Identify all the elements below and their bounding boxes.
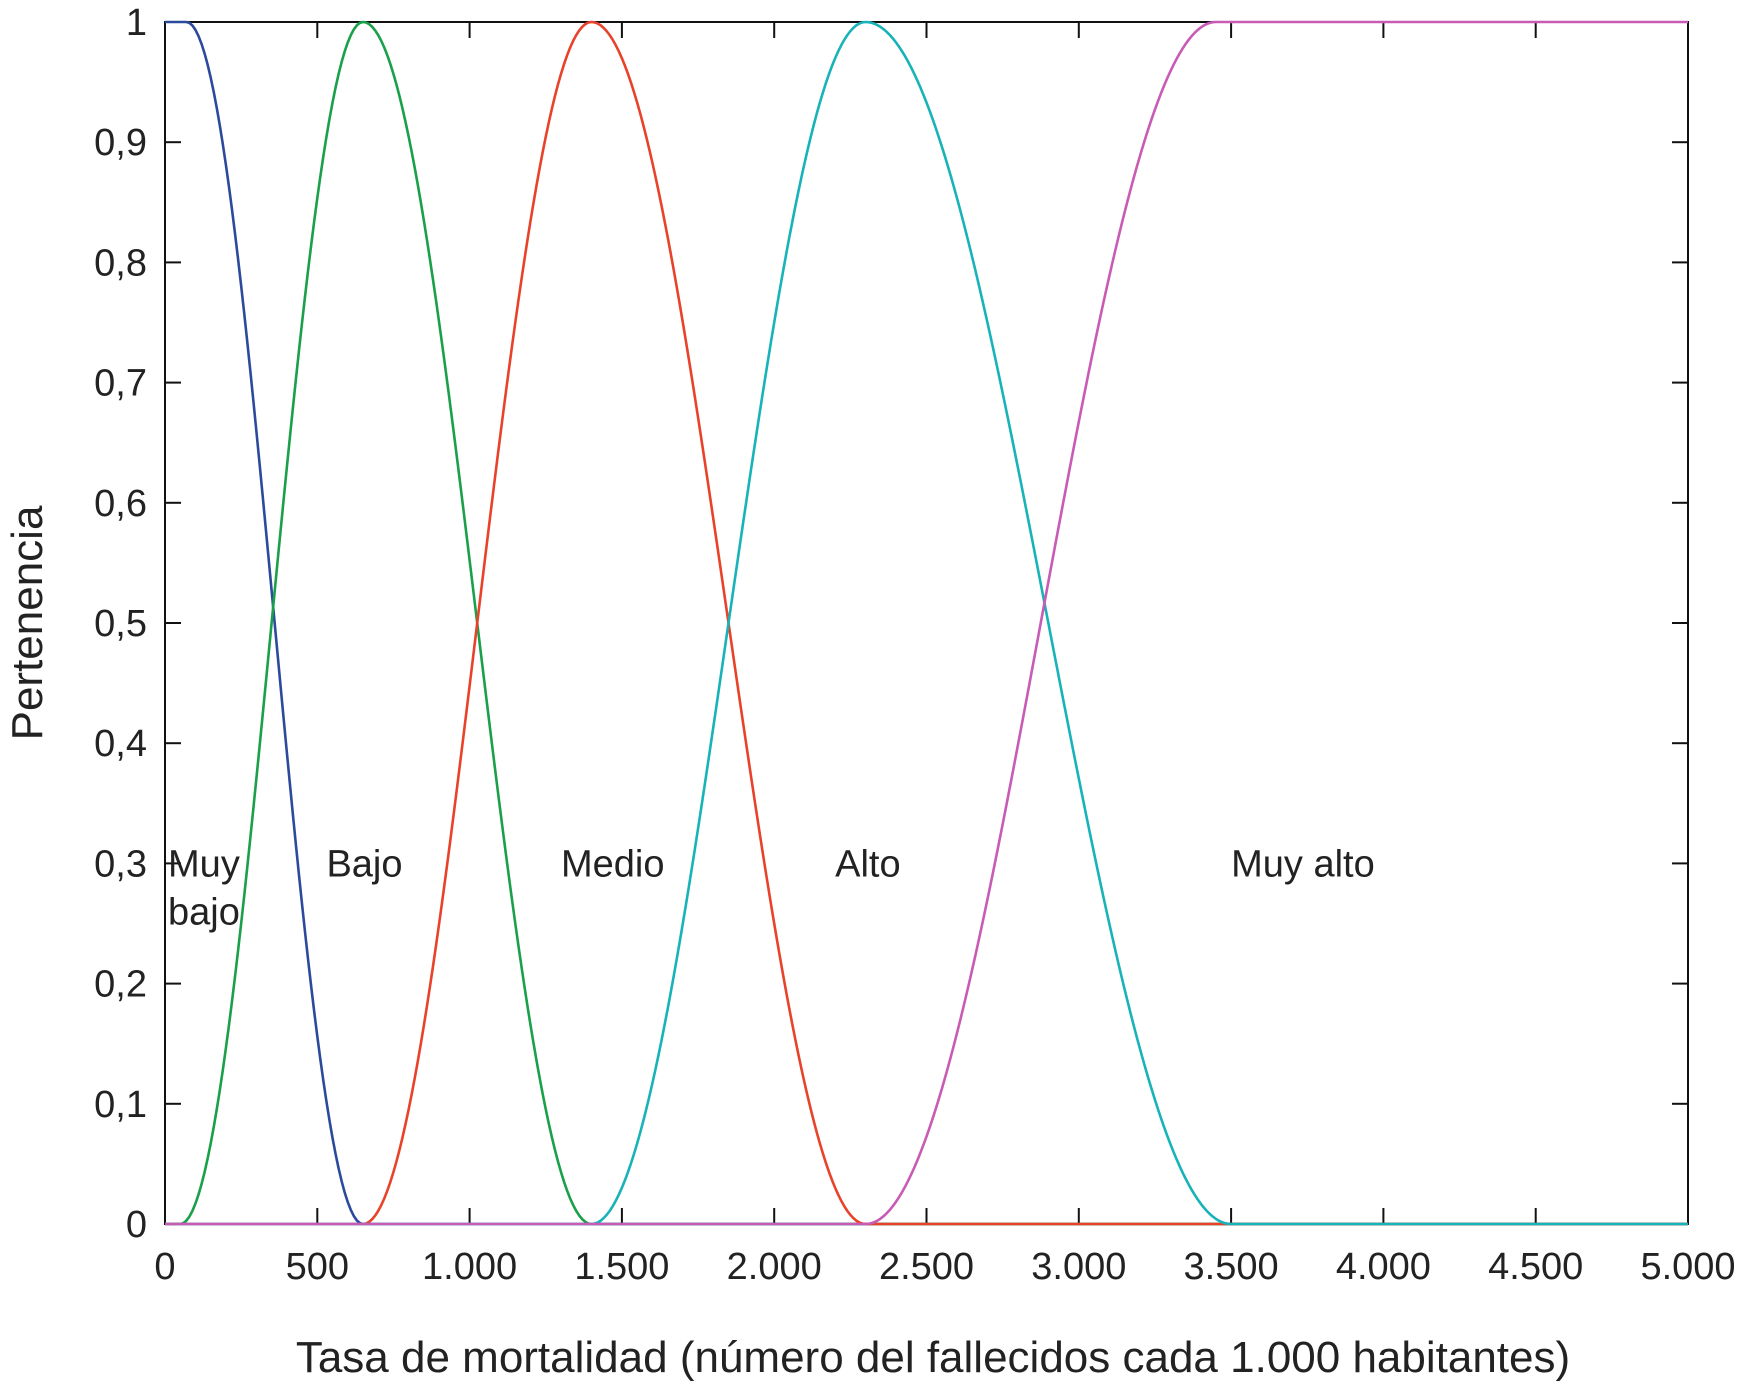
series-line-3 — [165, 20, 1688, 1226]
x-tick-label: 5.000 — [1640, 1246, 1735, 1288]
region-label: Muy alto — [1231, 843, 1375, 885]
x-tick-label: 3.500 — [1184, 1246, 1279, 1288]
y-tick-label: 0,5 — [94, 603, 147, 645]
region-label: Alto — [835, 843, 900, 885]
y-tick-label: 0,7 — [94, 363, 147, 405]
y-tick-label: 0,9 — [94, 122, 147, 164]
plot-frame — [164, 21, 1689, 1225]
series-line-2 — [165, 20, 1688, 1226]
x-tick-label: 3.000 — [1031, 1246, 1126, 1288]
region-label: bajo — [168, 891, 240, 933]
series-line-0 — [165, 20, 1688, 1226]
y-tick-label: 0,4 — [94, 723, 147, 765]
x-tick-label: 4.500 — [1488, 1246, 1583, 1288]
axes: 0 500 1.000 1.500 2.000 2.500 3.000 3.500 4.000 4… — [94, 2, 1735, 1288]
region-labels: Muy bajo Bajo Medio Alto Muy alto — [168, 843, 1375, 933]
x-axis-label: Tasa de mortalidad (número del fallecido… — [296, 1333, 1570, 1382]
x-tick-label: 1.000 — [422, 1246, 517, 1288]
x-tick-label: 500 — [286, 1246, 349, 1288]
x-tick-label: 1.500 — [574, 1246, 669, 1288]
x-tick-label: 4.000 — [1336, 1246, 1431, 1288]
y-tick-label: 0,1 — [94, 1084, 147, 1126]
x-tick-label: 2.000 — [727, 1246, 822, 1288]
y-tick-label: 0,8 — [94, 242, 147, 284]
y-axis-label: Pertenencia — [3, 505, 52, 740]
x-tick-label: 2.500 — [879, 1246, 974, 1288]
region-label: Muy — [168, 843, 240, 885]
series-lines — [165, 20, 1688, 1226]
y-tick-label: 0,3 — [94, 843, 147, 885]
series-line-1 — [165, 20, 1688, 1226]
y-tick-label: 0,6 — [94, 483, 147, 525]
region-label: Bajo — [326, 843, 402, 885]
y-tick-label: 0 — [126, 1204, 147, 1246]
y-tick-label: 1 — [126, 2, 147, 44]
y-tick-label: 0,2 — [94, 964, 147, 1006]
region-label: Medio — [561, 843, 665, 885]
x-tick-label: 0 — [154, 1246, 175, 1288]
series-line-4 — [165, 20, 1688, 1226]
